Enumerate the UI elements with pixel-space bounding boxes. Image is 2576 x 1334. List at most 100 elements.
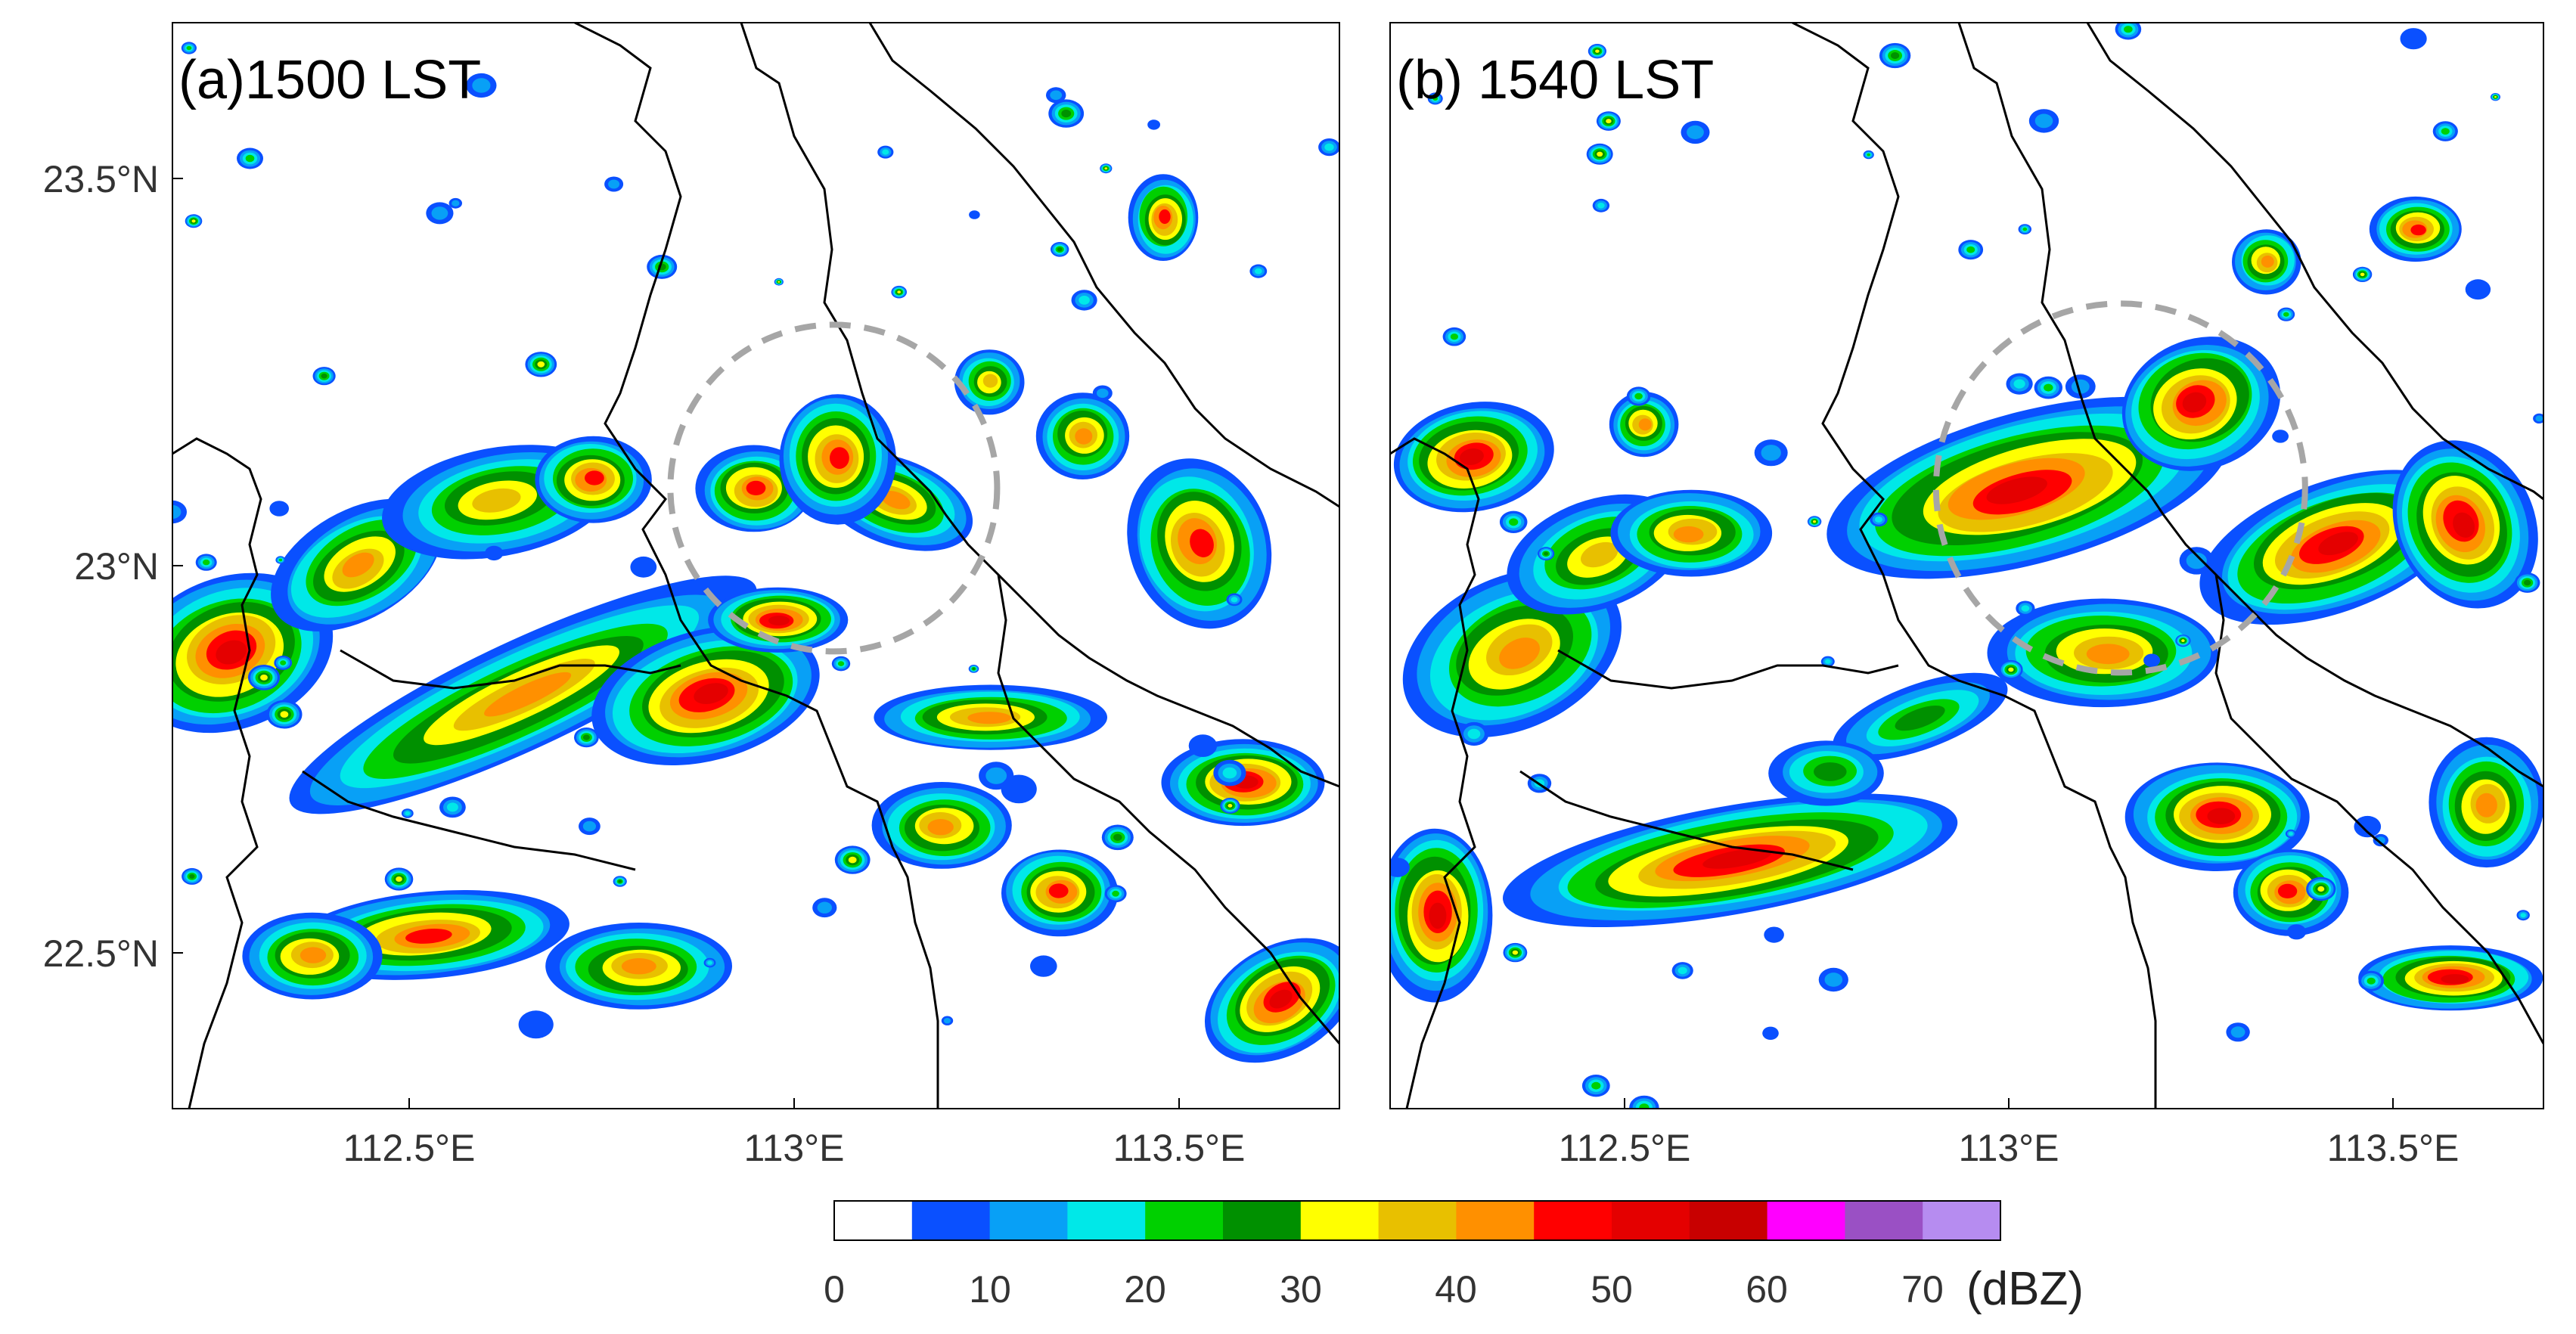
reflectivity-contour [1075, 428, 1093, 445]
reflectivity-contour [1639, 1103, 1650, 1109]
reflectivity-contour [321, 373, 327, 379]
reflectivity-contour [189, 873, 195, 879]
reflectivity-contour [245, 154, 255, 163]
reflectivity-contour [2182, 392, 2207, 413]
panel-a-boundaries [172, 23, 1339, 1109]
reflectivity-contour [2400, 28, 2427, 50]
reflectivity-contour [2475, 793, 2497, 817]
reflectivity-contour [2272, 430, 2289, 443]
colorbar-segment [1689, 1201, 1768, 1240]
reflectivity-contour [2354, 815, 2382, 838]
reflectivity-contour [1324, 143, 1334, 151]
reflectivity-contour [2286, 924, 2307, 940]
reflectivity-contour [446, 802, 458, 812]
reflectivity-contour [1429, 902, 1447, 929]
reflectivity-contour [1097, 388, 1109, 399]
panel-b-frame [1389, 22, 2544, 1109]
boundary-line [574, 23, 939, 1109]
reflectivity-contour [1678, 966, 1687, 975]
reflectivity-contour [1450, 334, 1458, 340]
reflectivity-contour [280, 660, 287, 665]
reflectivity-contour [897, 290, 902, 294]
reflectivity-contour [969, 210, 980, 219]
reflectivity-contour [2277, 883, 2298, 898]
panel-b-reflectivity-field [1390, 23, 2543, 1109]
reflectivity-contour [216, 640, 247, 665]
reflectivity-contour [608, 179, 620, 189]
reflectivity-contour [1231, 597, 1238, 603]
reflectivity-contour [1986, 476, 2047, 504]
reflectivity-contour [2008, 667, 2014, 672]
colorbar-tick-label: 0 [824, 1268, 845, 1311]
reflectivity-contour [1147, 119, 1160, 130]
reflectivity-contour [2261, 255, 2274, 268]
reflectivity-contour [405, 811, 411, 816]
reflectivity-contour [1824, 973, 1843, 987]
reflectivity-contour [1544, 551, 1549, 556]
reflectivity-contour [278, 558, 283, 562]
reflectivity-contour [1867, 153, 1871, 157]
colorbar-segment [1534, 1201, 1612, 1240]
boundary-line [868, 23, 1339, 508]
reflectivity-contour [1061, 110, 1072, 118]
reflectivity-contour [768, 616, 790, 626]
panel-a-reflectivity-field [172, 42, 1339, 1063]
reflectivity-contour [621, 958, 656, 975]
reflectivity-contour [2021, 605, 2030, 612]
reflectivity-contour [1595, 49, 1600, 53]
reflectivity-contour [1190, 529, 1214, 557]
reflectivity-contour [2013, 379, 2025, 389]
reflectivity-contour [2288, 832, 2293, 836]
reflectivity-contour [1104, 167, 1108, 170]
reflectivity-contour [1227, 804, 1233, 808]
colorbar-tick-label: 40 [1435, 1268, 1477, 1311]
reflectivity-contour [1825, 659, 1831, 664]
reflectivity-contour [1079, 296, 1090, 305]
reflectivity-contour [582, 734, 590, 740]
boundary-line [1957, 23, 2543, 1044]
reflectivity-contour [2022, 227, 2028, 231]
panel-a-map-area [172, 23, 1339, 1109]
reflectivity-contour [186, 45, 192, 51]
reflectivity-contour [2124, 26, 2133, 33]
reflectivity-contour [2317, 886, 2325, 892]
reflectivity-contour [1891, 52, 1900, 59]
reflectivity-contour [1432, 96, 1438, 101]
colorbar-segments [834, 1201, 2001, 1240]
y-tick-label: 22.5°N [43, 932, 159, 975]
reflectivity-contour [1687, 125, 1704, 139]
colorbar-segment [1223, 1201, 1302, 1240]
panel-a-y-axis: 23.5°N 23°N 22.5°N [43, 158, 183, 975]
panel-b-x-axis: 112.5°E 113°E 113.5°E [1559, 1098, 2459, 1169]
reflectivity-contour [269, 501, 290, 517]
colorbar-segment [1456, 1201, 1535, 1240]
colorbar-tick-label: 50 [1591, 1268, 1633, 1311]
panel-a-x-axis: 112.5°E 113°E 113.5°E [343, 1098, 1245, 1169]
reflectivity-contour [2441, 128, 2450, 135]
reflectivity-contour [2207, 808, 2236, 824]
reflectivity-contour [2318, 532, 2358, 556]
reflectivity-contour [1702, 848, 1771, 869]
panel-b-boundaries [1390, 23, 2543, 1109]
panel-a-label: (a)1500 LST [178, 50, 481, 110]
colorbar-segment [1845, 1201, 1923, 1240]
reflectivity-contour [1895, 706, 1945, 731]
y-tick-label: 23°N [74, 545, 159, 588]
colorbar-tick-label: 60 [1746, 1268, 1788, 1311]
colorbar-tick-label: 20 [1124, 1268, 1166, 1311]
colorbar-segment [989, 1201, 1068, 1240]
panel-b-highlight-circle [1932, 300, 2308, 676]
reflectivity-contour [1512, 950, 1519, 955]
reflectivity-contour [777, 281, 781, 283]
reflectivity-contour [2181, 639, 2185, 643]
reflectivity-contour [396, 876, 402, 882]
colorbar-tick-label: 70 [1901, 1268, 1944, 1311]
colorbar-frame [833, 1200, 2001, 1241]
reflectivity-contour [299, 947, 327, 963]
reflectivity-contour [1966, 246, 1975, 253]
reflectivity-contour [1188, 734, 1218, 757]
colorbar-segment [911, 1201, 991, 1240]
reflectivity-contour [582, 821, 597, 832]
